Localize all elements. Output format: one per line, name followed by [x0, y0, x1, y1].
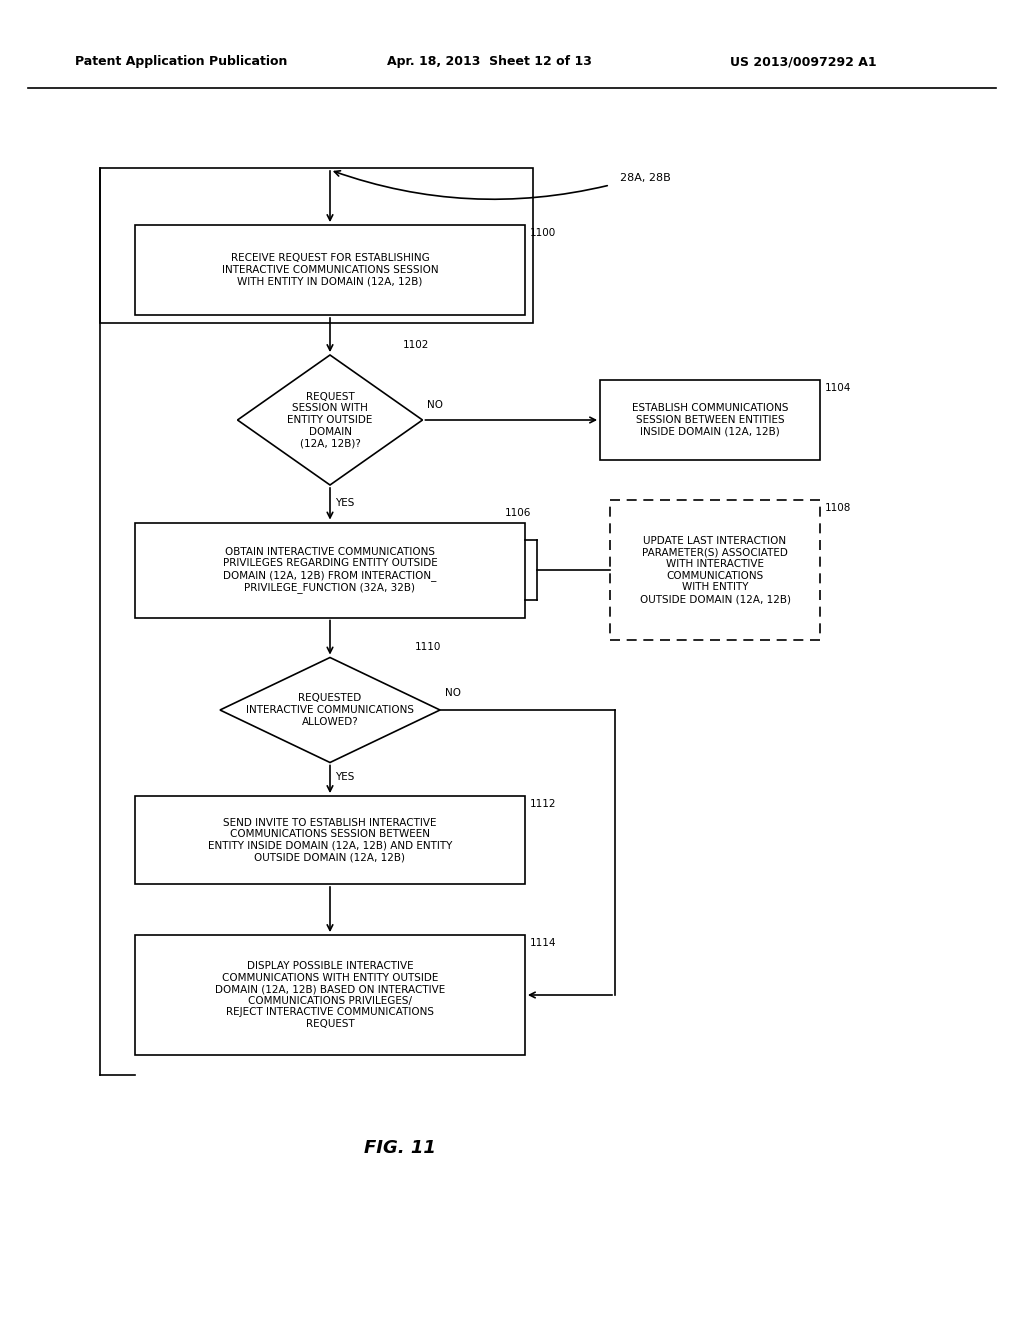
- Bar: [135, 796, 525, 884]
- Text: 1104: 1104: [825, 383, 851, 393]
- Text: SEND INVITE TO ESTABLISH INTERACTIVE
COMMUNICATIONS SESSION BETWEEN
ENTITY INSID: SEND INVITE TO ESTABLISH INTERACTIVE COM…: [208, 817, 453, 862]
- Text: 1100: 1100: [530, 228, 556, 238]
- Bar: [600, 380, 820, 459]
- Text: US 2013/0097292 A1: US 2013/0097292 A1: [730, 55, 877, 69]
- Text: YES: YES: [335, 498, 354, 508]
- Text: NO: NO: [445, 688, 461, 698]
- Text: 1106: 1106: [505, 507, 531, 517]
- Text: RECEIVE REQUEST FOR ESTABLISHING
INTERACTIVE COMMUNICATIONS SESSION
WITH ENTITY : RECEIVE REQUEST FOR ESTABLISHING INTERAC…: [221, 253, 438, 286]
- Text: 1110: 1110: [415, 643, 441, 652]
- Text: REQUEST
SESSION WITH
ENTITY OUTSIDE
DOMAIN
(12A, 12B)?: REQUEST SESSION WITH ENTITY OUTSIDE DOMA…: [288, 392, 373, 449]
- Text: YES: YES: [335, 772, 354, 783]
- Bar: [610, 500, 820, 640]
- Text: 1102: 1102: [402, 341, 429, 350]
- Bar: [135, 523, 525, 618]
- Text: REQUESTED
INTERACTIVE COMMUNICATIONS
ALLOWED?: REQUESTED INTERACTIVE COMMUNICATIONS ALL…: [246, 693, 414, 726]
- Text: 28A, 28B: 28A, 28B: [620, 173, 671, 183]
- Bar: [135, 224, 525, 315]
- Text: DISPLAY POSSIBLE INTERACTIVE
COMMUNICATIONS WITH ENTITY OUTSIDE
DOMAIN (12A, 12B: DISPLAY POSSIBLE INTERACTIVE COMMUNICATI…: [215, 961, 445, 1030]
- Text: 1112: 1112: [530, 799, 556, 809]
- Text: 1114: 1114: [530, 939, 556, 948]
- Text: Patent Application Publication: Patent Application Publication: [75, 55, 288, 69]
- Text: FIG. 11: FIG. 11: [365, 1139, 436, 1158]
- Text: NO: NO: [427, 400, 443, 411]
- Bar: [100, 168, 534, 323]
- Text: Apr. 18, 2013  Sheet 12 of 13: Apr. 18, 2013 Sheet 12 of 13: [387, 55, 592, 69]
- Bar: [135, 935, 525, 1055]
- Text: 1108: 1108: [825, 503, 851, 513]
- Text: OBTAIN INTERACTIVE COMMUNICATIONS
PRIVILEGES REGARDING ENTITY OUTSIDE
DOMAIN (12: OBTAIN INTERACTIVE COMMUNICATIONS PRIVIL…: [222, 546, 437, 593]
- Text: ESTABLISH COMMUNICATIONS
SESSION BETWEEN ENTITIES
INSIDE DOMAIN (12A, 12B): ESTABLISH COMMUNICATIONS SESSION BETWEEN…: [632, 404, 788, 437]
- Text: UPDATE LAST INTERACTION
PARAMETER(S) ASSOCIATED
WITH INTERACTIVE
COMMUNICATIONS
: UPDATE LAST INTERACTION PARAMETER(S) ASS…: [640, 536, 791, 605]
